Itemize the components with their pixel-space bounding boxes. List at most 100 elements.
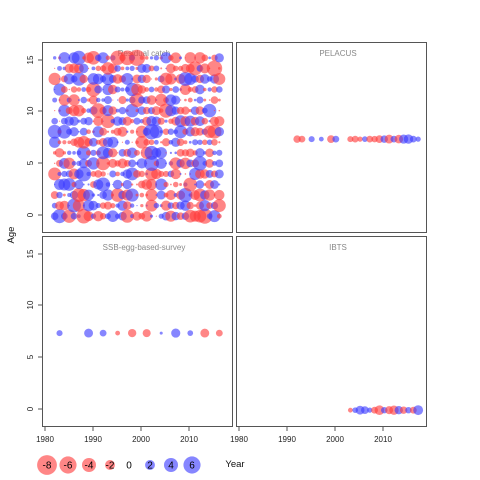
- residual-bubble: [84, 116, 93, 126]
- residual-bubble: [132, 211, 142, 221]
- residual-bubble: [68, 88, 70, 91]
- residual-bubble: [172, 181, 179, 188]
- residual-bubble: [384, 134, 394, 144]
- y-axis-label: Age: [6, 227, 17, 244]
- residual-bubble: [105, 55, 111, 61]
- residual-bubble: [415, 136, 421, 142]
- residual-bubble: [72, 199, 85, 212]
- residual-bubble: [71, 161, 77, 166]
- residual-bubble: [155, 215, 157, 217]
- residual-bubble: [77, 99, 80, 102]
- residual-bubble: [347, 136, 354, 143]
- residual-bubble: [54, 110, 56, 112]
- residual-bubble: [77, 119, 81, 123]
- residual-bubble: [162, 85, 171, 94]
- residual-bubble: [159, 130, 163, 134]
- residual-bubble: [169, 87, 173, 92]
- residual-bubble: [126, 147, 138, 159]
- residual-bubble: [184, 98, 187, 102]
- legend-label: 2: [147, 461, 153, 472]
- residual-bubble: [195, 148, 205, 158]
- residual-bubble: [116, 99, 119, 101]
- residual-bubble: [125, 188, 139, 202]
- residual-bubble: [214, 127, 225, 137]
- residual-bubble: [213, 72, 226, 85]
- residual-bubble: [216, 86, 223, 93]
- legend-bubble: [105, 460, 115, 470]
- residual-bubble: [186, 148, 195, 158]
- residual-bubble: [107, 210, 119, 222]
- residual-bubble: [214, 169, 224, 179]
- residual-bubble: [102, 189, 114, 201]
- residual-bubble: [179, 172, 182, 175]
- legend-bubble: [145, 460, 155, 470]
- y-tick-marks: [38, 59, 42, 410]
- residual-bubble: [153, 55, 159, 61]
- y-tick-label: 5: [26, 160, 35, 165]
- residual-bubble: [86, 171, 91, 177]
- residual-bubble: [117, 126, 128, 137]
- residual-bubble: [214, 53, 224, 63]
- panel-1-bubbles: [293, 134, 421, 144]
- residual-bubble: [52, 209, 67, 224]
- residual-bubble: [105, 182, 111, 187]
- residual-bubble: [199, 74, 210, 84]
- residual-bubble: [327, 135, 335, 143]
- residual-bubble: [163, 170, 170, 177]
- residual-bubble: [149, 214, 154, 218]
- legend-bubble: [82, 458, 96, 472]
- residual-bubble: [68, 94, 80, 106]
- legend-bubble: [59, 456, 77, 474]
- residual-bubble: [200, 328, 210, 338]
- residual-bubble: [188, 140, 192, 144]
- residual-bubble: [49, 136, 61, 148]
- residual-bubble: [187, 330, 194, 336]
- residual-bubble: [48, 72, 61, 86]
- panel-title-residual-catch: Residual catch: [118, 49, 170, 58]
- residual-bubble: [202, 139, 208, 146]
- residual-bubble: [188, 61, 203, 76]
- residual-bubble: [403, 134, 414, 144]
- residual-bubble: [125, 98, 129, 102]
- residual-bubble: [71, 50, 86, 65]
- residual-bubble: [155, 178, 168, 191]
- residual-bubble: [211, 86, 218, 93]
- residual-bubble: [52, 97, 58, 103]
- residual-bubble: [130, 119, 135, 124]
- residual-bubble: [125, 103, 139, 118]
- residual-bubble: [213, 110, 216, 112]
- residual-bubble: [218, 141, 221, 144]
- residual-bubble: [192, 139, 199, 146]
- residual-bubble: [149, 56, 154, 60]
- residual-bubble: [144, 155, 160, 171]
- residual-bubble: [215, 159, 224, 168]
- residual-bubble: [216, 149, 223, 156]
- residual-bubble: [78, 130, 80, 133]
- residual-bubble: [90, 103, 106, 118]
- residual-bubble: [144, 56, 149, 60]
- residual-bubble: [357, 136, 363, 142]
- residual-bubble: [79, 74, 88, 84]
- residual-bubble: [138, 170, 145, 178]
- residual-bubble: [58, 120, 61, 122]
- residual-bubble: [121, 72, 134, 85]
- residual-bubble: [95, 203, 101, 209]
- residual-bubble: [179, 56, 183, 60]
- x-tick-label: 1980: [230, 435, 248, 444]
- residual-bubble: [109, 170, 117, 178]
- residual-bubble: [141, 210, 153, 222]
- x-tick-label: 1990: [278, 435, 296, 444]
- residual-bubble: [150, 78, 153, 80]
- residual-bubble: [93, 116, 104, 127]
- residual-bubble: [215, 329, 223, 337]
- residual-bubble: [118, 106, 127, 115]
- residual-bubble: [137, 85, 147, 94]
- residual-bubble: [136, 205, 138, 207]
- residual-bubble: [210, 96, 219, 104]
- residual-bubble: [133, 117, 141, 125]
- residual-bubble: [174, 151, 178, 155]
- residual-bubble: [206, 139, 213, 146]
- residual-bubble: [162, 128, 170, 135]
- residual-bubble: [94, 170, 103, 178]
- residual-bubble: [54, 148, 65, 158]
